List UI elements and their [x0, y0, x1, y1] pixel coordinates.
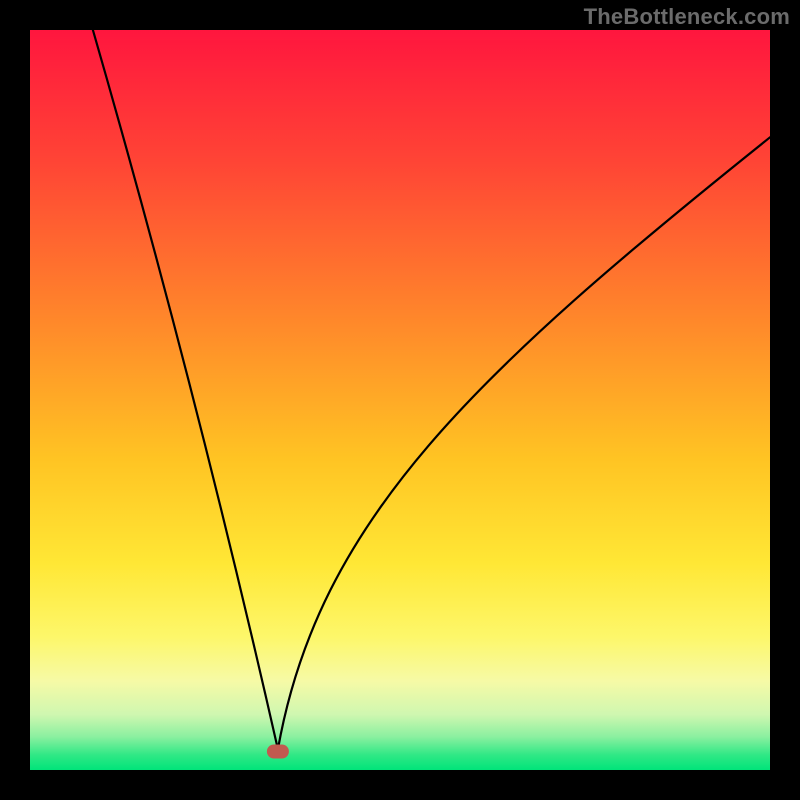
- bottleneck-chart: [0, 0, 800, 800]
- watermark-text: TheBottleneck.com: [584, 4, 790, 30]
- plot-area: [30, 30, 770, 770]
- optimum-marker: [267, 745, 289, 759]
